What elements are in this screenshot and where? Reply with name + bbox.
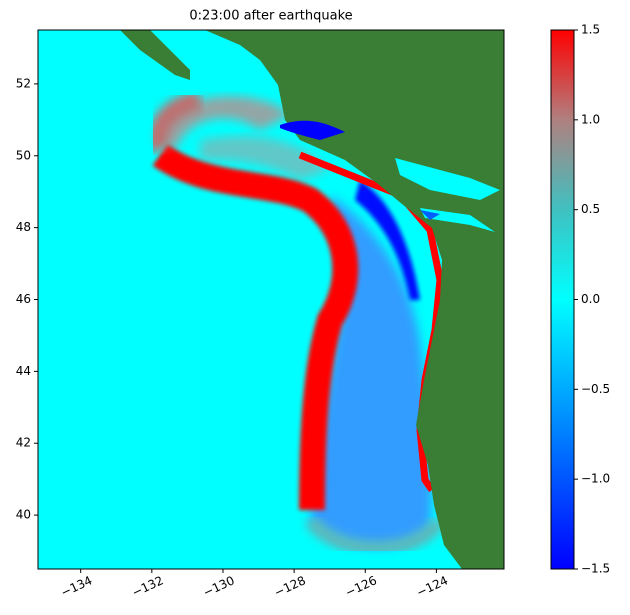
x-tick-label: −132 xyxy=(130,573,166,600)
x-tick-label: −128 xyxy=(272,573,308,600)
y-tick-label: 48 xyxy=(16,220,31,234)
y-tick-label: 42 xyxy=(16,436,31,450)
y-tick-label: 40 xyxy=(16,508,31,522)
wave-field xyxy=(38,30,504,569)
chart-title: 0:23:00 after earthquake xyxy=(189,9,352,24)
colorbar-tick-label: 0.0 xyxy=(581,292,600,306)
colorbar-tick-label: −1.5 xyxy=(581,562,610,576)
colorbar xyxy=(550,29,575,570)
colorbar-tick-label: 1.0 xyxy=(581,112,600,126)
x-tick-label: −130 xyxy=(201,573,237,600)
x-tick-label: −126 xyxy=(343,573,379,600)
colorbar-tick-label: −1.0 xyxy=(581,472,610,486)
y-tick-label: 46 xyxy=(16,292,31,306)
x-tick-label: −124 xyxy=(414,573,450,600)
x-tick-label: −134 xyxy=(59,573,95,600)
y-tick-label: 44 xyxy=(16,364,31,378)
y-tick-label: 50 xyxy=(16,148,31,162)
y-tick-label: 52 xyxy=(16,76,31,90)
colorbar-tick-label: 1.5 xyxy=(581,23,600,37)
colorbar-tick-label: 0.5 xyxy=(581,202,600,216)
colorbar-tick-label: −0.5 xyxy=(581,382,610,396)
